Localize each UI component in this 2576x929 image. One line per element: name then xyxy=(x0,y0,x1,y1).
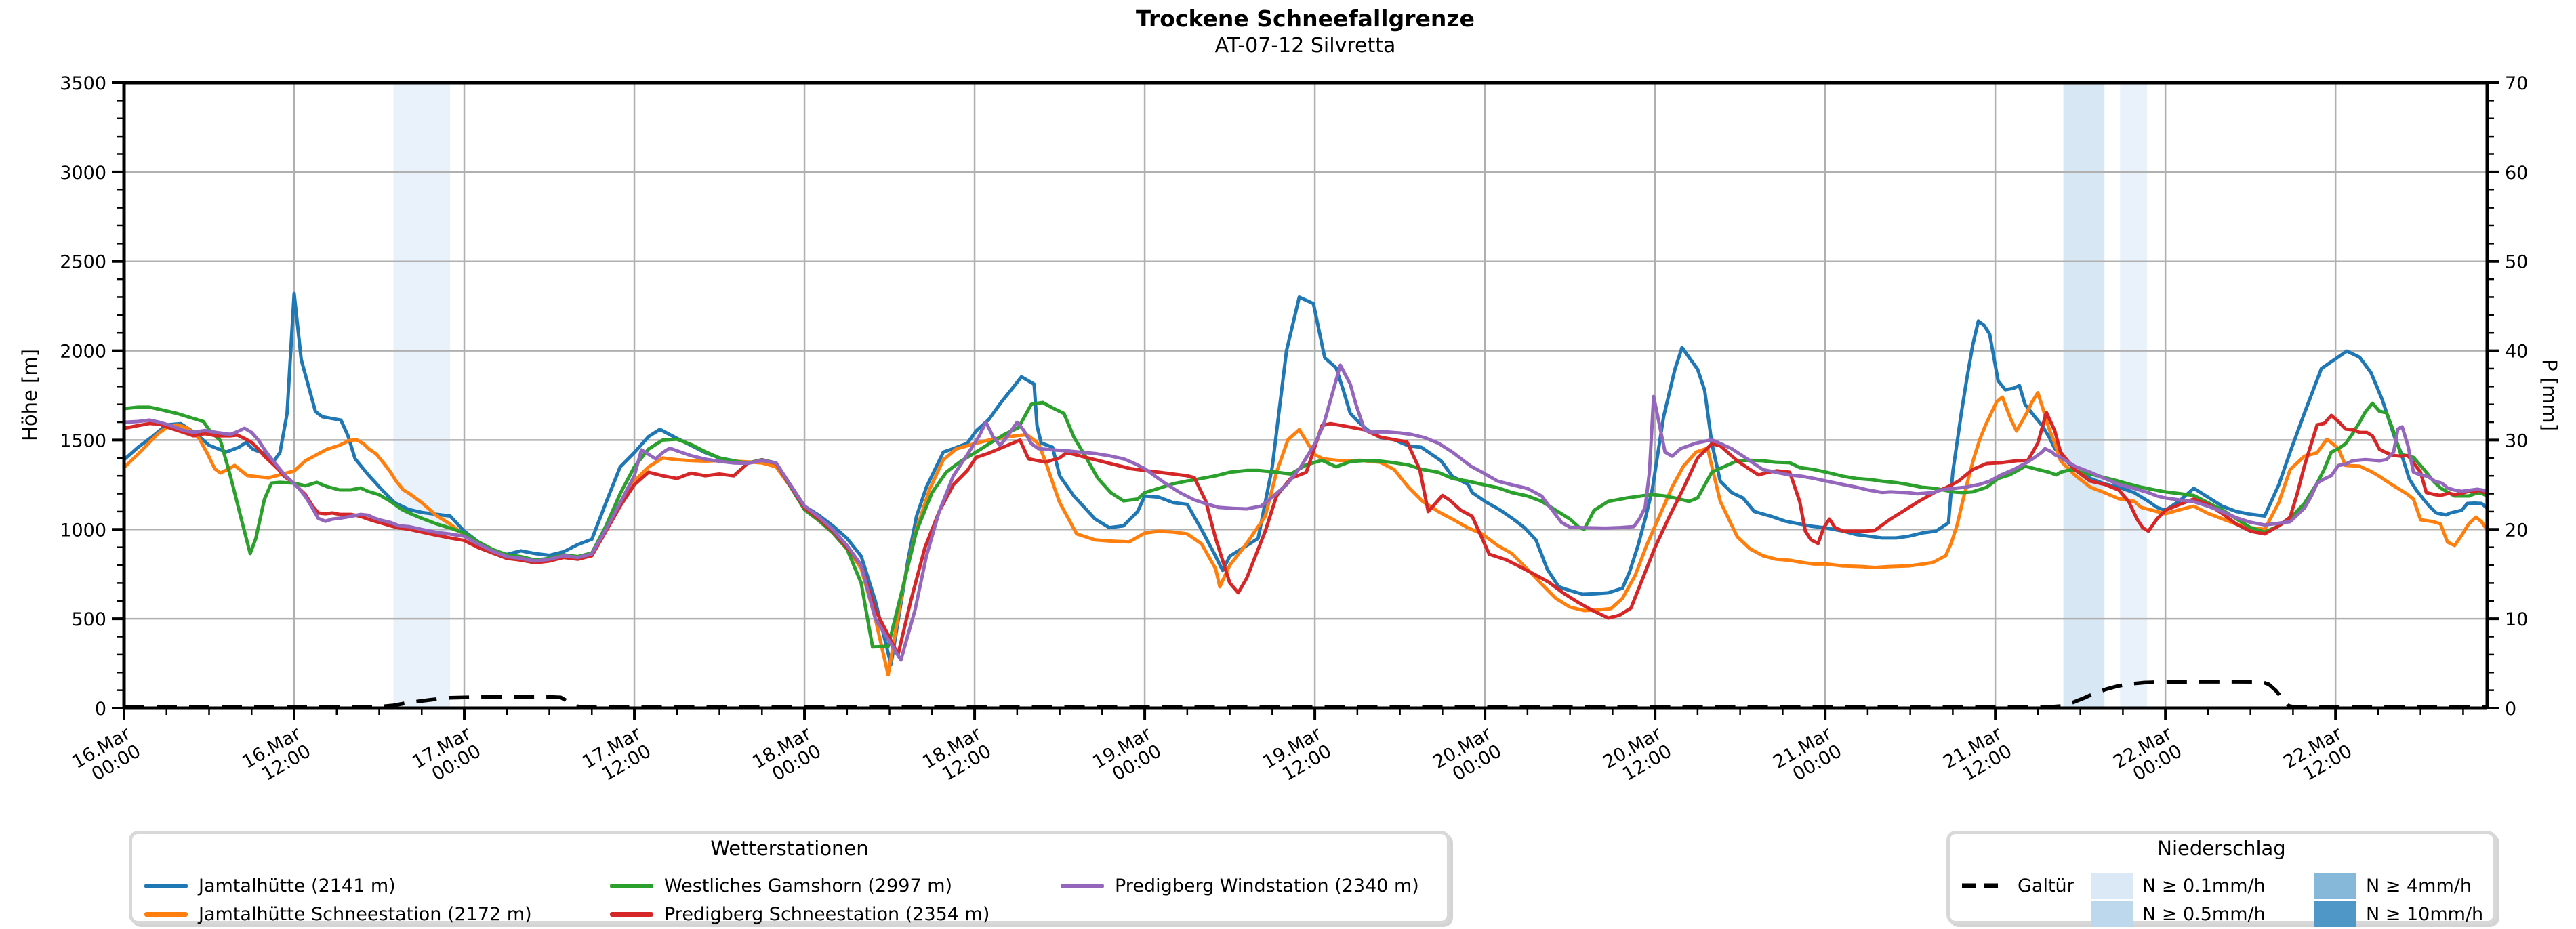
precip-band xyxy=(393,83,451,708)
legend-item-label: Westliches Gamshorn (2997 m) xyxy=(664,875,953,896)
chart-subtitle: AT-07-12 Silvretta xyxy=(1214,34,1396,58)
line-swatch-icon xyxy=(144,883,188,888)
legend-item-label: Predigberg Schneestation (2354 m) xyxy=(664,903,990,925)
y-tick-label-right: 50 xyxy=(2505,252,2528,273)
chart-title: Trockene Schneefallgrenze xyxy=(1136,5,1475,32)
legend-precip-title: Niederschlag xyxy=(2157,837,2286,860)
y-tick-label-right: 0 xyxy=(2505,699,2516,720)
y-tick-label-left: 1500 xyxy=(60,430,106,451)
legend-item-label: N ≥ 0.1mm/h xyxy=(2142,875,2266,896)
y-tick-label-right: 70 xyxy=(2505,73,2528,94)
dashed-line-icon xyxy=(1962,883,2007,888)
line-swatch-icon xyxy=(610,911,653,917)
y-tick-label-left: 2000 xyxy=(60,342,106,363)
legend-item-station: Jamtalhütte (2141 m) xyxy=(144,872,396,899)
legend-item-precip-level: N ≥ 0.5mm/h xyxy=(2091,901,2266,928)
legend-item-label: N ≥ 10mm/h xyxy=(2366,903,2484,925)
y-tick-label-left: 1000 xyxy=(60,520,106,541)
y-tick-label-right: 60 xyxy=(2505,163,2528,184)
y-tick-label-right: 40 xyxy=(2505,342,2528,363)
y-tick-label-left: 500 xyxy=(71,609,106,630)
precip-band xyxy=(2063,83,2105,708)
y-tick-label-left: 3500 xyxy=(60,73,106,94)
legend-item-precip-level: N ≥ 10mm/h xyxy=(2314,901,2483,928)
legend-item-label: Jamtalhütte Schneestation (2172 m) xyxy=(199,903,532,925)
line-swatch-icon xyxy=(610,883,653,888)
legend-precip: Niederschlag Galtür N ≥ 0.1mm/h N ≥ 0.5mm… xyxy=(1946,831,2497,927)
legend-item-station: Jamtalhütte Schneestation (2172 m) xyxy=(144,901,532,928)
legend-item-label: Jamtalhütte (2141 m) xyxy=(199,875,396,896)
legend-item-label: Predigberg Windstation (2340 m) xyxy=(1115,875,1419,896)
y-tick-label-right: 10 xyxy=(2505,609,2528,630)
legend-item-label: Galtür xyxy=(2018,875,2074,896)
legend-item-galtur: Galtür xyxy=(1962,872,2074,899)
precip-band xyxy=(2120,83,2147,708)
legend-item-precip-level: N ≥ 4mm/h xyxy=(2314,872,2472,899)
legend-item-station: Predigberg Windstation (2340 m) xyxy=(1061,872,1419,899)
legend-item-label: N ≥ 0.5mm/h xyxy=(2142,903,2266,925)
y-tick-label-left: 2500 xyxy=(60,252,106,273)
y-axis-label-left: Höhe [m] xyxy=(18,349,41,441)
legend-item-precip-level: N ≥ 0.1mm/h xyxy=(2091,872,2266,899)
y-tick-label-right: 20 xyxy=(2505,520,2528,541)
legend-item-station: Westliches Gamshorn (2997 m) xyxy=(610,872,952,899)
legend-item-label: N ≥ 4mm/h xyxy=(2366,875,2472,896)
y-tick-label-left: 0 xyxy=(95,699,106,720)
line-swatch-icon xyxy=(144,911,188,917)
galtur-line xyxy=(124,680,2487,709)
precip-swatch-icon xyxy=(2091,901,2133,927)
legend-stations-title: Wetterstationen xyxy=(710,837,869,860)
line-swatch-icon xyxy=(1061,883,1104,888)
precip-swatch-icon xyxy=(2091,873,2133,899)
series-line xyxy=(122,400,2489,649)
legend-item-station: Predigberg Schneestation (2354 m) xyxy=(610,901,989,928)
legend-stations: Wetterstationen Jamtalhütte (2141 m) Jamt… xyxy=(129,831,1450,925)
precip-swatch-icon xyxy=(2314,873,2356,899)
precip-swatch-icon xyxy=(2314,901,2356,927)
y-axis-label-right: P [mm] xyxy=(2538,359,2561,431)
series-line xyxy=(122,363,2489,662)
y-tick-label-right: 30 xyxy=(2505,430,2528,451)
y-tick-label-left: 3000 xyxy=(60,163,106,184)
